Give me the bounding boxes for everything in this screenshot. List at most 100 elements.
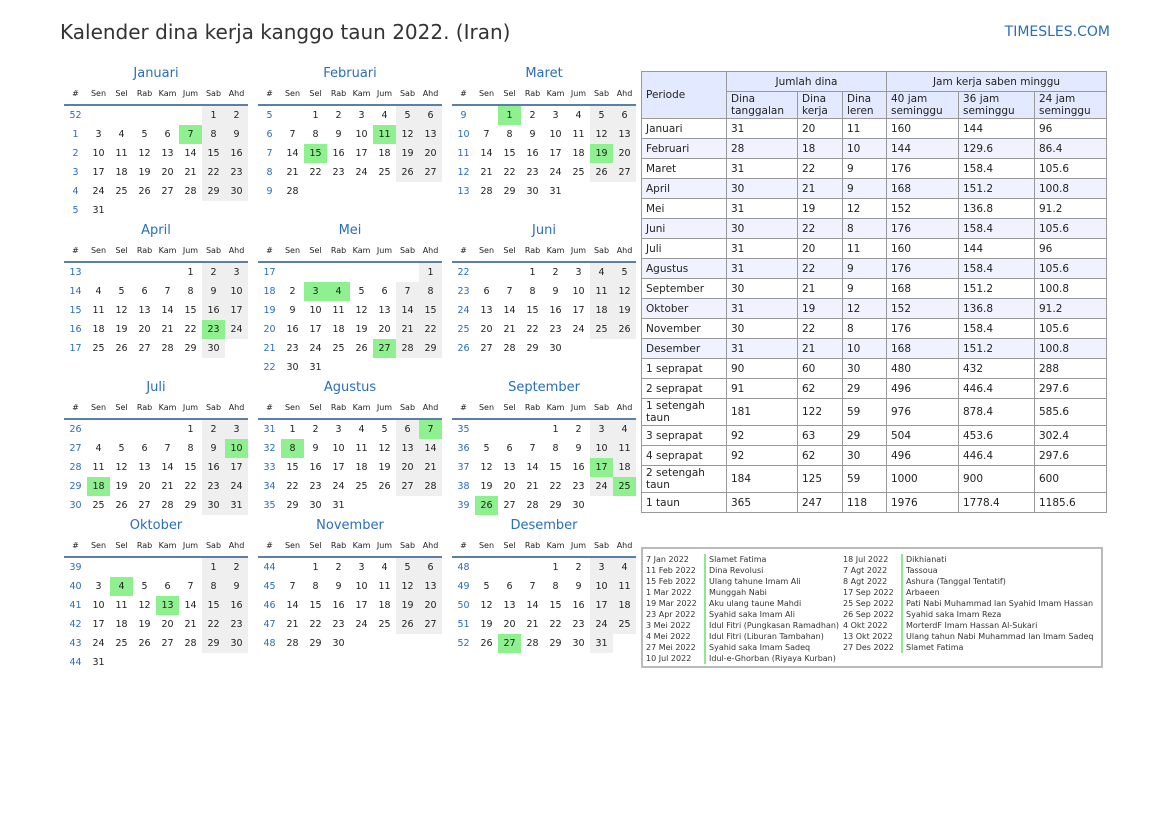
- week-number: 10: [457, 129, 470, 140]
- day-cell: 15: [419, 301, 442, 320]
- table-cell: 30: [726, 318, 798, 339]
- day-cell: 11: [378, 581, 391, 592]
- day-cell: 12: [378, 443, 391, 454]
- holiday-date: 27 Des 2022: [840, 642, 903, 653]
- day-cell: 11: [590, 282, 613, 301]
- weekday-header: Jum: [567, 536, 590, 558]
- empty-cell: [179, 653, 202, 672]
- day-cell: 23: [309, 481, 322, 492]
- day-cell: 15: [286, 462, 299, 473]
- day-cell: 18: [332, 324, 345, 335]
- empty-cell: [110, 201, 133, 220]
- month-grid: # Sen Sel Rab Kam Jum Sab Ahd 9 1 2 3 4 5 6 10 7 8 9 10 11 12…: [452, 84, 636, 201]
- day-cell: 22: [286, 481, 299, 492]
- column-header: 24 jam seminggu: [1034, 91, 1107, 119]
- day-cell: 22: [503, 167, 516, 178]
- day-cell: 5: [118, 286, 125, 297]
- day-cell: 6: [419, 106, 442, 125]
- period-label: Desember: [641, 338, 727, 359]
- holiday-date: 3 Mei 2022: [643, 620, 706, 631]
- weekday-header: Jum: [373, 241, 396, 263]
- holiday-item: 11 Feb 2022 Dina Revolusi: [643, 565, 839, 576]
- day-cell: 20: [503, 481, 516, 492]
- table-cell: 168: [886, 338, 959, 359]
- day-cell: 3: [225, 420, 248, 439]
- month-title: Juni: [532, 223, 556, 238]
- weekday-header: Sel: [110, 398, 133, 420]
- holiday-name: Idul-e-Ghorban (Riyaya Kurban): [709, 654, 836, 663]
- month-title: Oktober: [129, 518, 183, 533]
- weekday-header: Sab: [396, 84, 419, 106]
- day-cell: 24: [225, 477, 248, 496]
- month-grid: # Sen Sel Rab Kam Jum Sab Ahd 26 1 2 3 27 4 5 6 7 8 9 10 28 1…: [64, 398, 248, 515]
- day-cell: 31: [549, 186, 562, 197]
- day-cell: 4: [118, 129, 125, 140]
- day-cell: 27: [503, 500, 516, 511]
- empty-cell: [110, 263, 133, 282]
- day-cell: 16: [332, 600, 345, 611]
- table-cell: 10: [842, 138, 887, 159]
- day-cell: 28: [161, 343, 174, 354]
- table-cell: 151.2: [958, 278, 1035, 299]
- period-label: Februari: [641, 138, 727, 159]
- table-row: November 30 22 8 176 158.4 105.6: [641, 318, 1107, 339]
- table-cell: 297.6: [1034, 378, 1107, 399]
- month-grid: # Sen Sel Rab Kam Jum Sab Ahd 5 1 2 3 4 5 6 6 7 8 9 10 11 12 1…: [258, 84, 442, 201]
- day-cell: 25: [613, 615, 636, 634]
- day-cell: 9: [202, 282, 225, 301]
- empty-cell: [396, 182, 419, 201]
- column-header: Dina leren: [842, 91, 887, 119]
- day-cell: 29: [549, 638, 562, 649]
- empty-cell: [87, 558, 110, 577]
- table-cell: 176: [886, 258, 959, 279]
- empty-cell: [87, 420, 110, 439]
- day-cell: 27: [138, 500, 151, 511]
- table-cell: 878.4: [958, 398, 1035, 426]
- day-cell: 2: [202, 420, 225, 439]
- day-cell: 1: [529, 267, 536, 278]
- day-cell: 26: [138, 638, 151, 649]
- holiday-name: Ulang tahun Nabi Muhammad lan Imam Sadeq: [906, 632, 1094, 641]
- table-cell: 30: [726, 178, 798, 199]
- holiday-date: 27 Mei 2022: [643, 642, 706, 653]
- day-cell: 30: [225, 182, 248, 201]
- day-cell: 6: [506, 581, 513, 592]
- day-cell: 19: [378, 462, 391, 473]
- day-cell: 20: [138, 481, 151, 492]
- day-cell: 23: [572, 481, 585, 492]
- holiday-date: 23 Apr 2022: [643, 609, 706, 620]
- day-cell: 25: [115, 186, 128, 197]
- day-cell: 18: [613, 458, 636, 477]
- holiday-name: Syahid saka Imam Ali: [709, 610, 795, 619]
- holiday-item: 27 Mei 2022 Syahid saka Imam Sadeq: [643, 642, 839, 653]
- day-cell: 30: [225, 634, 248, 653]
- day-cell: 30: [309, 500, 322, 511]
- empty-cell: [419, 358, 442, 377]
- table-cell: 158.4: [958, 218, 1035, 239]
- week-number: 44: [69, 657, 82, 668]
- day-cell: 26: [115, 343, 128, 354]
- table-cell: 453.6: [958, 425, 1035, 446]
- table-cell: 168: [886, 278, 959, 299]
- period-label: Agustus: [641, 258, 727, 279]
- period-label: Maret: [641, 158, 727, 179]
- day-cell: 24: [355, 619, 368, 630]
- day-cell: 31: [225, 496, 248, 515]
- day-cell: 8: [506, 129, 513, 140]
- brand-link[interactable]: TIMESLES.COM: [1004, 24, 1110, 40]
- day-cell: 23: [332, 619, 345, 630]
- table-cell: 30: [842, 358, 887, 379]
- day-cell: 26: [115, 500, 128, 511]
- day-cell: 28: [396, 339, 419, 358]
- weekday-header: Sel: [498, 84, 521, 106]
- day-cell: 28: [419, 477, 442, 496]
- month-grid: # Sen Sel Rab Kam Jum Sab Ahd 13 1 2 3 14 4 5 6 7 8 9 10 15 1…: [64, 241, 248, 358]
- weekday-header: Sab: [202, 84, 225, 106]
- table-cell: 176: [886, 318, 959, 339]
- holiday-name: Slamet Fatima: [709, 555, 767, 564]
- week-number: 52: [457, 638, 470, 649]
- day-cell: 1: [187, 267, 194, 278]
- holiday-name: Syahid saka Imam Reza: [906, 610, 1002, 619]
- week-number: 39: [69, 562, 82, 573]
- holiday-item: 19 Mar 2022 Aku ulang taune Mahdi: [643, 598, 839, 609]
